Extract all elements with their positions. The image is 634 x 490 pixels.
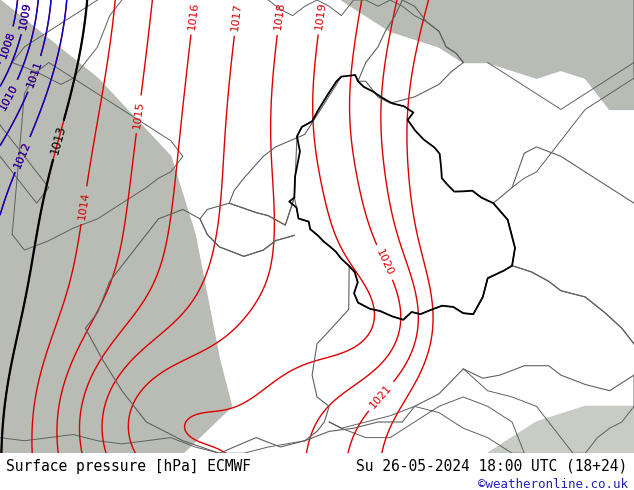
Polygon shape [488,406,634,453]
Polygon shape [341,0,634,78]
Text: 1014: 1014 [77,191,91,220]
Text: Surface pressure [hPa] ECMWF: Surface pressure [hPa] ECMWF [6,459,251,474]
Polygon shape [0,0,231,453]
Text: 1012: 1012 [13,140,32,170]
Text: 1011: 1011 [25,59,44,89]
Text: 1012: 1012 [13,140,32,170]
Text: 1009: 1009 [18,1,32,30]
Text: 1009: 1009 [18,1,32,30]
Text: ©weatheronline.co.uk: ©weatheronline.co.uk [477,478,628,490]
Text: Su 26-05-2024 18:00 UTC (18+24): Su 26-05-2024 18:00 UTC (18+24) [356,459,628,474]
Text: 1008: 1008 [0,30,17,60]
Text: 1013: 1013 [48,124,68,156]
Text: 1021: 1021 [368,382,394,410]
Text: 1010: 1010 [0,82,20,112]
Text: 1019: 1019 [314,1,328,30]
Text: 1018: 1018 [273,1,286,30]
Text: 1010: 1010 [0,82,20,112]
Polygon shape [585,0,634,109]
Polygon shape [390,0,634,78]
Text: 1015: 1015 [132,100,145,129]
Polygon shape [354,0,536,63]
Text: 1008: 1008 [0,30,17,60]
Text: 1020: 1020 [374,247,395,277]
Text: 1017: 1017 [230,2,243,31]
Text: 1016: 1016 [186,1,200,30]
Text: 1011: 1011 [25,59,44,89]
